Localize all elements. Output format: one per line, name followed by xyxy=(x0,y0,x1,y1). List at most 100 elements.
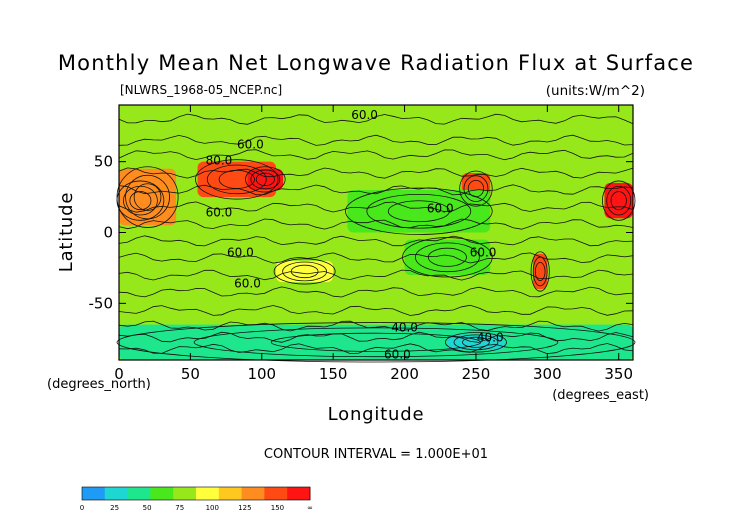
heatmap-region xyxy=(276,260,334,283)
heatmap-region xyxy=(119,324,633,360)
contour-ring xyxy=(218,169,255,189)
colorbar-frame xyxy=(81,486,311,501)
contour-ring xyxy=(255,172,275,187)
colorbar-swatch xyxy=(150,487,174,500)
contour-label: 40.0 xyxy=(391,320,418,334)
contour-ring xyxy=(116,322,636,363)
y-tick-label: 0 xyxy=(103,224,113,242)
contour-label: 60.0 xyxy=(237,138,264,152)
contour-ring xyxy=(602,180,636,221)
file-label: [NLWRS_1968-05_NCEP.nc] xyxy=(120,83,282,97)
colorbar-tick-label: 0 xyxy=(80,504,84,512)
contour-ring xyxy=(193,327,559,358)
contour-line xyxy=(118,235,634,247)
y-tick-label: 50 xyxy=(94,153,113,171)
contour-ring xyxy=(195,159,279,200)
contour-line xyxy=(118,134,634,146)
x-tick-label: 300 xyxy=(533,365,562,383)
contour-ring xyxy=(245,166,286,193)
units-label: (units:W/m^2) xyxy=(546,83,645,99)
contour-ring xyxy=(290,264,319,279)
contour-ring xyxy=(345,187,493,235)
colorbar-tick-label: 75 xyxy=(175,504,184,512)
heatmap-region xyxy=(347,190,491,233)
x-tick-label: 200 xyxy=(390,365,419,383)
y-axis-label: Latitude xyxy=(56,192,77,272)
contour-ring xyxy=(444,332,507,353)
contour-label: 40.0 xyxy=(477,330,504,344)
contour-ring xyxy=(366,193,472,229)
colorbar-tick-label: ∞ xyxy=(307,504,313,512)
contour-ring xyxy=(206,164,267,195)
contour-ring xyxy=(453,334,499,351)
axes: 0 50 100 150 200 250 300 350 50 0 -50 xyxy=(89,105,633,383)
contour-line xyxy=(118,149,634,161)
contour-ring xyxy=(415,242,480,273)
contour-ring xyxy=(459,170,493,207)
contour-ring xyxy=(534,261,546,281)
colorbar-tick-label: 25 xyxy=(110,504,119,512)
chart-title: Monthly Mean Net Longwave Radiation Flux… xyxy=(58,51,694,75)
x-tick-label: 100 xyxy=(247,365,276,383)
x-tick-label: 50 xyxy=(181,365,200,383)
contour-line xyxy=(118,286,634,298)
contour-ring xyxy=(462,336,490,348)
contour-ring xyxy=(129,191,152,211)
colorbar-tick-label: 100 xyxy=(206,504,219,512)
heatmap-region xyxy=(404,239,491,275)
contour-line xyxy=(118,201,634,213)
contour-line xyxy=(118,167,634,179)
contour-line xyxy=(118,320,634,332)
colorbar-swatch xyxy=(241,487,265,500)
colorbar-swatch xyxy=(218,487,243,500)
x-tick-label: 350 xyxy=(604,365,633,383)
x-tick-label: 250 xyxy=(462,365,491,383)
contour-label: 60.0 xyxy=(470,245,497,259)
x-tick-label: 0 xyxy=(114,365,124,383)
contour-ring xyxy=(530,251,550,292)
x-axis-label: Longitude xyxy=(328,404,425,425)
contour-label: 60.0 xyxy=(234,277,261,291)
x-units-label: (degrees_east) xyxy=(552,388,649,403)
contour-ring xyxy=(273,258,336,285)
contour-label: 60.0 xyxy=(206,206,233,220)
contour-ring xyxy=(606,185,632,216)
contour-line xyxy=(118,331,634,343)
contour-line xyxy=(118,304,634,316)
contour-ring xyxy=(387,200,450,223)
colorbar-swatch xyxy=(287,487,311,500)
contour-ring xyxy=(463,175,489,202)
colorbar-swatch xyxy=(82,487,106,500)
contour-line xyxy=(118,113,634,125)
contour-ring xyxy=(282,261,328,282)
contour-label: 60.0 xyxy=(227,245,254,259)
colorbar-swatch xyxy=(173,487,197,500)
contour-ring xyxy=(532,256,548,287)
heatmap-field xyxy=(119,105,633,360)
contour-line xyxy=(118,184,634,196)
contour-ring xyxy=(402,237,493,278)
heatmap-region xyxy=(247,168,284,190)
contour-lines xyxy=(116,113,636,363)
colorbar: 0 25 50 75 100 125 150 ∞ xyxy=(80,486,313,512)
heatmap-region xyxy=(604,182,633,219)
contour-ring xyxy=(125,174,170,220)
contour-label: 80.0 xyxy=(206,153,233,167)
y-tick-label: -50 xyxy=(89,294,114,312)
contour-interval-text: CONTOUR INTERVAL = 1.000E+01 xyxy=(264,447,488,462)
x-tick-label: 150 xyxy=(319,365,348,383)
contour-ring xyxy=(610,191,627,211)
colorbar-swatch xyxy=(127,487,151,500)
colorbar-tick-label: 125 xyxy=(238,504,251,512)
contour-labels: 60.0 60.0 80.0 60.0 60.0 60.0 60.0 60.0 40.0 40.0… xyxy=(206,108,504,361)
heatmap-region xyxy=(533,253,548,290)
contour-line xyxy=(118,269,634,281)
contour-label: 60.0 xyxy=(427,201,454,215)
y-units-label: (degrees_north) xyxy=(47,377,151,392)
colorbar-tick-label: 150 xyxy=(271,504,284,512)
colorbar-swatch xyxy=(264,487,288,500)
contour-ring xyxy=(116,166,179,228)
colorbar-swatch xyxy=(196,487,220,500)
contour-ring xyxy=(427,247,467,267)
